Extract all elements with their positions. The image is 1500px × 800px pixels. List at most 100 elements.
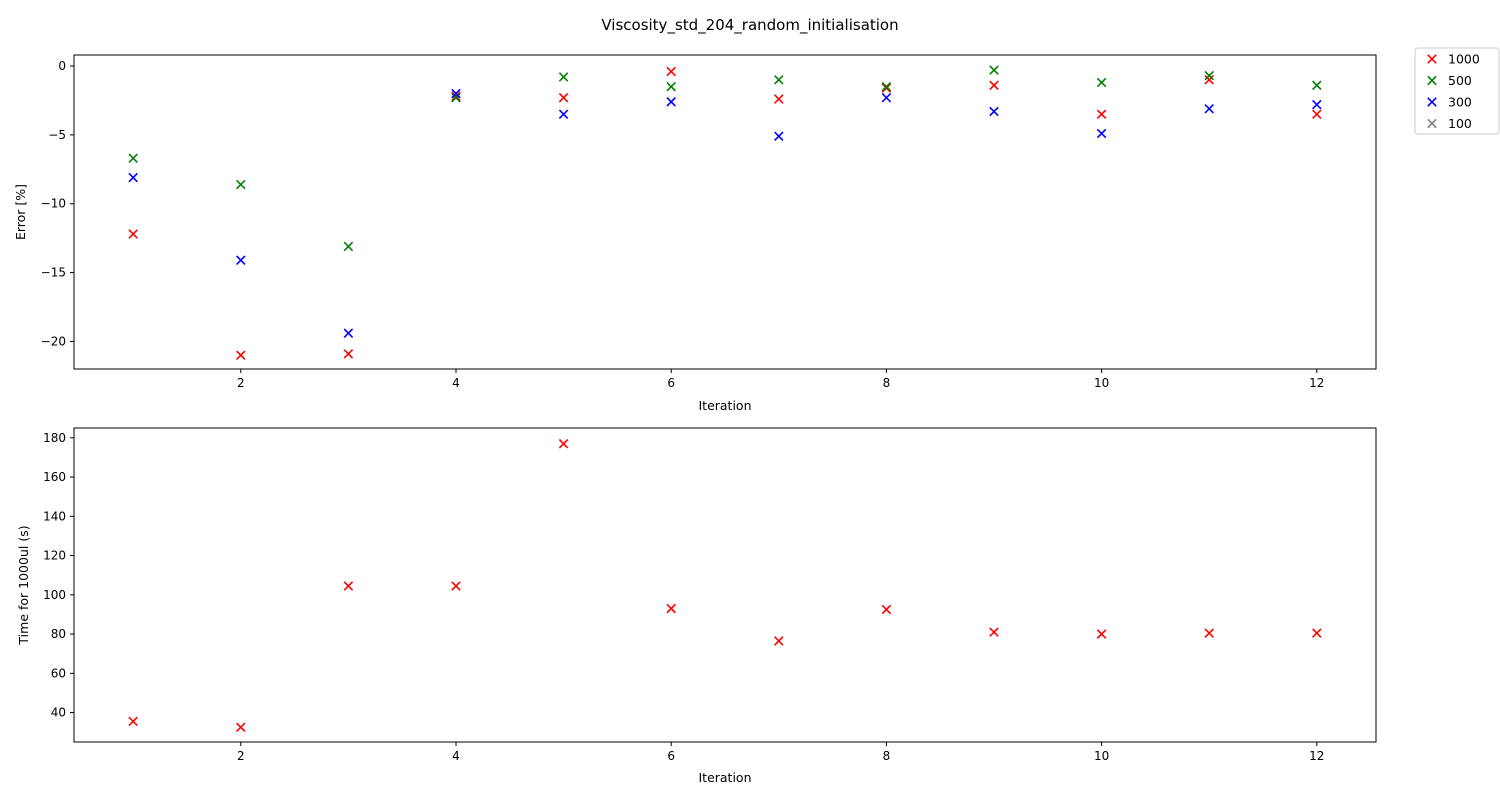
error-x-axis-label: Iteration <box>698 398 751 413</box>
legend: 1000 500 300 100 <box>1414 47 1500 135</box>
x-tick-label: 6 <box>667 376 675 390</box>
figure-title: Viscosity_std_204_random_initialisation <box>601 16 898 35</box>
legend-box <box>1414 47 1500 135</box>
legend-label: 1000 <box>1448 52 1480 67</box>
time-y-axis: 40 60 80 100 120 140 160 180 <box>43 431 74 720</box>
y-tick-label: −15 <box>41 266 66 280</box>
y-tick-label: 100 <box>43 588 66 602</box>
legend-label: 300 <box>1448 95 1472 110</box>
error-x-axis: 2 4 6 8 10 12 <box>237 369 1324 390</box>
data-point-300 <box>989 106 999 117</box>
data-point-1000 <box>558 92 569 103</box>
data-point-500 <box>774 75 784 85</box>
time-x-axis: 2 4 6 8 10 12 <box>237 742 1324 763</box>
data-point-1000 <box>451 581 461 591</box>
y-tick-label: 80 <box>51 627 66 641</box>
data-point-300 <box>558 109 569 119</box>
error-markers <box>128 65 1322 360</box>
legend-marker-100 <box>1427 118 1437 129</box>
y-tick-label: 0 <box>58 59 66 73</box>
y-tick-label: −10 <box>41 197 66 211</box>
x-tick-label: 8 <box>883 376 891 390</box>
y-tick-label: 60 <box>51 666 66 680</box>
data-point-300 <box>881 92 892 103</box>
error-y-axis: −20 −15 −10 −5 0 <box>41 59 74 348</box>
x-tick-label: 10 <box>1094 376 1109 390</box>
legend-marker-300 <box>1427 97 1437 107</box>
data-point-500 <box>451 92 461 103</box>
error-subplot: 2 4 6 8 10 12 −20 −15 −10 −5 0 Iteration Error [%… <box>13 54 1377 413</box>
data-point-1000 <box>558 438 569 449</box>
data-point-300 <box>1312 99 1322 110</box>
data-point-500 <box>1312 80 1322 91</box>
time-subplot: 2 4 6 8 10 12 40 60 80 100 120 140 160 180 Iteration… <box>16 427 1377 785</box>
y-tick-label: −5 <box>48 128 66 142</box>
data-point-500 <box>1096 77 1107 88</box>
y-tick-label: 120 <box>43 549 66 563</box>
y-tick-label: −20 <box>41 334 66 348</box>
y-tick-label: 40 <box>51 706 66 720</box>
x-tick-label: 2 <box>237 749 245 763</box>
data-point-300 <box>128 172 138 183</box>
y-tick-label: 160 <box>43 470 66 484</box>
data-point-300 <box>774 131 784 142</box>
data-point-1000 <box>666 66 676 77</box>
x-tick-label: 4 <box>452 376 460 390</box>
data-point-1000 <box>774 94 784 104</box>
data-point-300 <box>236 255 246 265</box>
x-tick-label: 4 <box>452 749 460 763</box>
data-point-300 <box>1204 103 1214 114</box>
legend-label: 100 <box>1448 116 1472 131</box>
data-point-1000 <box>881 604 892 615</box>
data-point-1000 <box>236 722 246 733</box>
legend-marker-500 <box>1427 75 1437 86</box>
error-plot-frame <box>73 54 1377 370</box>
data-point-1000 <box>666 603 676 614</box>
data-point-1000 <box>989 80 999 91</box>
data-point-500 <box>1204 70 1214 81</box>
data-point-500 <box>989 65 999 75</box>
data-point-1000 <box>1204 628 1214 638</box>
data-point-300 <box>451 88 461 99</box>
data-point-1000 <box>343 581 354 591</box>
data-point-1000 <box>343 349 354 359</box>
time-markers <box>128 438 1322 733</box>
data-point-300 <box>1096 128 1107 139</box>
data-point-500 <box>666 81 676 92</box>
y-tick-label: 140 <box>43 509 66 523</box>
data-point-500 <box>343 241 354 252</box>
x-tick-label: 12 <box>1309 749 1324 763</box>
legend-items: 1000 500 300 100 <box>1427 52 1480 131</box>
data-point-1000 <box>1312 628 1322 638</box>
time-x-axis-label: Iteration <box>698 770 751 785</box>
data-point-1000 <box>1096 109 1107 119</box>
data-point-1000 <box>989 627 999 637</box>
data-point-500 <box>236 179 246 190</box>
data-point-1000 <box>1096 629 1107 639</box>
data-point-1000 <box>1204 75 1214 85</box>
data-point-1000 <box>236 350 246 360</box>
legend-marker-1000 <box>1427 54 1437 64</box>
data-point-300 <box>666 97 676 107</box>
data-point-1000 <box>774 636 784 646</box>
data-point-1000 <box>1312 109 1322 119</box>
x-tick-label: 8 <box>883 749 891 763</box>
data-point-500 <box>558 72 569 82</box>
x-tick-label: 6 <box>667 749 675 763</box>
error-y-axis-label: Error [%] <box>13 184 28 240</box>
data-point-1000 <box>128 716 138 727</box>
y-tick-label: 180 <box>43 431 66 445</box>
time-y-axis-label: Time for 1000ul (s) <box>16 525 31 645</box>
data-point-500 <box>881 81 892 92</box>
data-point-1000 <box>451 91 461 102</box>
x-tick-label: 10 <box>1094 749 1109 763</box>
x-tick-label: 12 <box>1309 376 1324 390</box>
data-point-1000 <box>128 229 138 239</box>
data-point-500 <box>128 153 138 164</box>
time-plot-frame <box>73 427 1377 743</box>
data-point-300 <box>343 328 354 338</box>
x-tick-label: 2 <box>237 376 245 390</box>
legend-label: 500 <box>1448 73 1472 88</box>
data-point-1000 <box>881 83 892 93</box>
